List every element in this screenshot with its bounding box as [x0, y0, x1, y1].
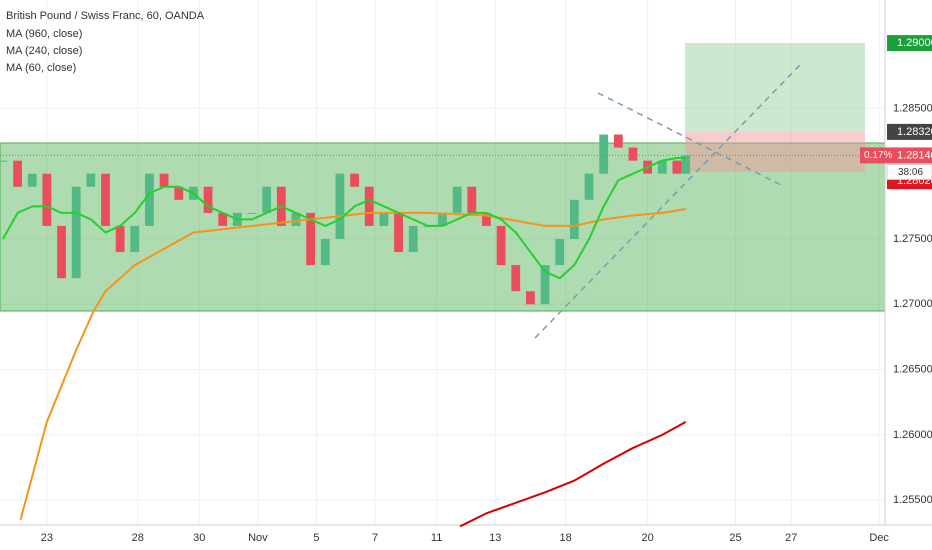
price-tag-label: 1.28320: [897, 126, 932, 138]
x-tick-label: 5: [313, 532, 319, 544]
candle: [0, 160, 8, 162]
candle: [350, 173, 359, 187]
loss-zone: [685, 132, 865, 172]
x-tick-label: 13: [489, 532, 501, 544]
x-tick-label: 25: [729, 532, 741, 544]
countdown-label: 38:06: [898, 167, 923, 178]
price-tag-label: 1.29000: [897, 37, 932, 49]
candle: [511, 265, 521, 292]
candle: [86, 173, 96, 187]
x-tick-label: Dec: [869, 532, 889, 544]
x-tick-label: 20: [642, 532, 654, 544]
legend-entry: MA (60, close): [6, 62, 76, 74]
candle: [101, 173, 110, 226]
y-tick-label: 1.25500: [893, 494, 932, 506]
change-tag: [860, 147, 887, 164]
candle: [218, 212, 228, 226]
legend-entry: MA (240, close): [6, 45, 82, 57]
x-tick-label: 30: [193, 532, 205, 544]
x-tick-label: 11: [431, 532, 442, 544]
candle: [130, 225, 140, 253]
candle: [306, 212, 316, 266]
countdown-tag: [886, 163, 932, 180]
candle: [320, 238, 330, 266]
price-tag: [887, 35, 932, 52]
candle: [203, 186, 213, 213]
candle: [452, 186, 462, 213]
ma-line: [19, 207, 686, 521]
candle: [13, 160, 22, 187]
y-tick-label: 1.28500: [893, 102, 932, 114]
x-tick-label: 18: [559, 532, 571, 544]
legend-entry: MA (960, close): [6, 28, 82, 40]
candle: [159, 173, 169, 187]
candle: [613, 134, 623, 148]
trend-line: [534, 64, 801, 339]
ma-line: [459, 420, 687, 528]
candle: [584, 173, 594, 200]
y-tick-label: 1.27000: [893, 298, 932, 310]
candle: [681, 155, 691, 174]
candle: [467, 186, 477, 213]
change-label: 0.17%: [864, 150, 892, 161]
candle: [526, 291, 535, 305]
profit-zone: [685, 43, 865, 132]
candle: [672, 160, 682, 174]
candle: [599, 134, 609, 174]
x-tick-label: 7: [372, 532, 378, 544]
y-tick-label: 1.26500: [893, 363, 932, 375]
candle: [247, 212, 257, 214]
candle: [482, 212, 491, 226]
candle: [145, 173, 154, 226]
candle: [335, 173, 345, 239]
price-tag: [887, 123, 932, 140]
x-tick-label: 28: [132, 532, 144, 544]
candle: [262, 186, 272, 213]
trend-line: [597, 92, 786, 188]
price-tag: [887, 147, 932, 164]
y-tick-label: 1.27500: [893, 233, 932, 245]
candle: [628, 147, 638, 161]
candle: [27, 173, 37, 187]
candle: [364, 186, 374, 226]
candle: [71, 186, 81, 279]
x-tick-label: Nov: [248, 532, 268, 544]
candle: [291, 212, 301, 226]
candle: [657, 160, 667, 174]
x-tick-label: 27: [785, 532, 797, 544]
candle: [379, 212, 389, 226]
candle: [174, 186, 184, 200]
candle: [394, 212, 403, 253]
candle: [438, 212, 447, 226]
candle: [555, 238, 565, 266]
candle: [569, 199, 579, 239]
candle: [57, 225, 66, 279]
x-tick-label: 23: [41, 532, 53, 544]
candle: [42, 173, 52, 226]
candle: [408, 225, 418, 253]
ma-line: [2, 157, 686, 280]
price-tag-label: 1.28140: [897, 149, 932, 161]
y-tick-label: 1.26000: [893, 429, 932, 441]
candle: [496, 225, 506, 266]
candle: [115, 225, 125, 253]
candle: [540, 265, 550, 305]
chart-title: British Pound / Swiss Franc, 60, OANDA: [6, 10, 205, 22]
